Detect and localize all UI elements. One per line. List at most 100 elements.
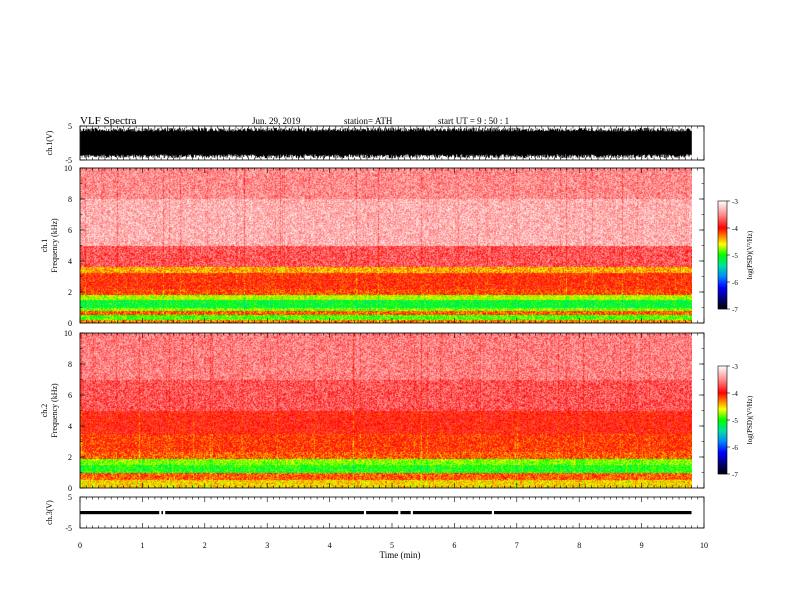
ch1-colorbar-swatch xyxy=(718,264,727,266)
ch2-colorbar-swatch xyxy=(718,453,727,455)
ch2-colorbar-swatch xyxy=(718,445,727,447)
ch2-colorbar-swatch xyxy=(718,432,727,434)
ch1-colorbar-swatch xyxy=(718,215,727,217)
ch1-spectrogram-ytick-label: 8 xyxy=(68,195,72,204)
ch1-colorbar-swatch xyxy=(718,291,727,293)
ch1-colorbar-swatch xyxy=(718,239,727,241)
ch1-colorbar-swatch xyxy=(718,306,727,308)
ch1-spectrogram-ytick-label: 6 xyxy=(68,226,72,235)
ch2-colorbar-swatch xyxy=(718,409,727,411)
ch2-colorbar-swatch xyxy=(718,430,727,432)
ch2-colorbar-swatch xyxy=(718,449,727,451)
ch2-colorbar-swatch xyxy=(718,415,727,417)
ch1-colorbar-swatch xyxy=(718,238,727,240)
ch1-colorbar-swatch xyxy=(718,293,727,295)
ch1-colorbar-tick-label: -5 xyxy=(732,252,738,260)
ch2-spectrogram-ytick-label: 8 xyxy=(68,360,72,369)
ch3-waveform-ytick-label: -5 xyxy=(65,524,72,533)
ch2-colorbar-swatch xyxy=(718,459,727,461)
x-tick-label: 7 xyxy=(515,541,519,550)
ch2-colorbar-swatch xyxy=(718,406,727,408)
ch1-colorbar-tick-label: -7 xyxy=(732,306,738,314)
ch3-waveform-gap xyxy=(162,510,166,515)
ch2-colorbar-swatch xyxy=(718,461,727,463)
station-label: station= ATH xyxy=(344,116,393,126)
ch3-waveform-gap xyxy=(398,510,401,515)
ch1-colorbar-swatch xyxy=(718,223,727,225)
x-tick-label: 9 xyxy=(640,541,644,550)
ch2-colorbar-swatch xyxy=(718,402,727,404)
ch2-spectrogram-ytick-label: 6 xyxy=(68,391,72,400)
ch2-colorbar-swatch xyxy=(718,418,727,420)
ch1-spectrogram-panel: 0 2 4 6 8 10 ch.1 Frequency (kHz) xyxy=(40,164,705,328)
ch2-colorbar-swatch xyxy=(718,375,727,377)
ch1-colorbar-swatch xyxy=(718,294,727,296)
ch2-colorbar-swatch xyxy=(718,466,727,468)
ch2-colorbar-swatch xyxy=(718,377,727,379)
ch3-waveform-gap xyxy=(363,510,367,515)
ch1-colorbar-swatch xyxy=(718,262,727,264)
ch1-colorbar-swatch xyxy=(718,249,727,251)
ch3-waveform-ylabel: ch.3(V) xyxy=(45,500,54,525)
ch2-colorbar-swatch xyxy=(718,392,727,394)
ch1-colorbar-swatch xyxy=(718,280,727,282)
ch2-colorbar-swatch xyxy=(718,447,727,449)
ch1-colorbar-swatch xyxy=(718,214,727,216)
ch1-colorbar-swatch xyxy=(718,250,727,252)
ch2-colorbar-swatch xyxy=(718,389,727,391)
ch2-colorbar-swatch xyxy=(718,451,727,453)
ch2-colorbar-swatch xyxy=(718,401,727,403)
ch1-colorbar-swatch xyxy=(718,287,727,289)
ch2-colorbar-tick-label: -4 xyxy=(732,390,738,398)
ch1-colorbar-swatch xyxy=(718,240,727,242)
ch1-colorbar-swatch xyxy=(718,210,727,212)
ch2-colorbar-swatch xyxy=(718,411,727,413)
ch1-colorbar-swatch xyxy=(718,206,727,208)
ch3-waveform-gap xyxy=(410,510,413,515)
ch2-colorbar-swatch xyxy=(718,414,727,416)
ch2-colorbar-swatch xyxy=(718,440,727,442)
ch2-colorbar-swatch xyxy=(718,390,727,392)
date-label: Jun. 29, 2019 xyxy=(252,116,301,126)
x-tick-label: 4 xyxy=(328,541,332,550)
ch3-waveform-panel: 5 -5 ch.3(V) xyxy=(45,493,705,533)
ch1-colorbar-swatch xyxy=(718,298,727,300)
ch1-colorbar-swatch xyxy=(718,203,727,205)
ch1-colorbar-swatch xyxy=(718,219,727,221)
ch1-colorbar-swatch xyxy=(718,235,727,237)
ch1-colorbar-swatch xyxy=(718,256,727,258)
ch1-colorbar-swatch xyxy=(718,253,727,255)
ch1-spectrogram-ylabel: ch.1 xyxy=(40,239,49,253)
ch2-colorbar-swatch xyxy=(718,417,727,419)
ch1-colorbar-swatch xyxy=(718,260,727,262)
ch1-colorbar: -3 -4 -5 -6 -7 log(PSD)(V²/Hz) xyxy=(717,198,754,314)
ch1-colorbar-tick-label: -3 xyxy=(732,198,738,206)
ch2-colorbar-swatch xyxy=(718,471,727,473)
ch2-colorbar-swatch xyxy=(718,374,727,376)
ch2-colorbar-swatch xyxy=(718,382,727,384)
ch1-colorbar-swatch xyxy=(718,284,727,286)
ch1-colorbar-swatch xyxy=(718,225,727,227)
ch2-colorbar-swatch xyxy=(718,456,727,458)
ch1-colorbar-swatch xyxy=(718,218,727,220)
ch1-colorbar-swatch xyxy=(718,202,727,204)
ch2-colorbar-swatch xyxy=(718,469,727,471)
ch2-colorbar-swatch xyxy=(718,438,727,440)
x-tick-label: 1 xyxy=(140,541,144,550)
ch2-spectrogram-ytick-label: 0 xyxy=(68,484,72,493)
ch1-colorbar-swatch xyxy=(718,296,727,298)
ch1-colorbar-swatch xyxy=(718,241,727,243)
ch1-spectrogram-ytick-label: 10 xyxy=(64,164,72,173)
ch1-colorbar-swatch xyxy=(718,204,727,206)
ch1-colorbar-swatch xyxy=(718,305,727,307)
ch1-colorbar-swatch xyxy=(718,224,727,226)
ch3-waveform-gap xyxy=(159,510,162,515)
ch1-colorbar-tick-label: -6 xyxy=(732,279,738,287)
ch2-colorbar-swatch xyxy=(718,444,727,446)
ch2-colorbar-swatch xyxy=(718,398,727,400)
ch2-colorbar-tick-label: -6 xyxy=(732,444,738,452)
ch1-colorbar-swatch xyxy=(718,268,727,270)
ch1-colorbar-swatch xyxy=(718,278,727,280)
ch1-colorbar-swatch xyxy=(718,201,727,203)
ch2-colorbar-swatch xyxy=(718,426,727,428)
